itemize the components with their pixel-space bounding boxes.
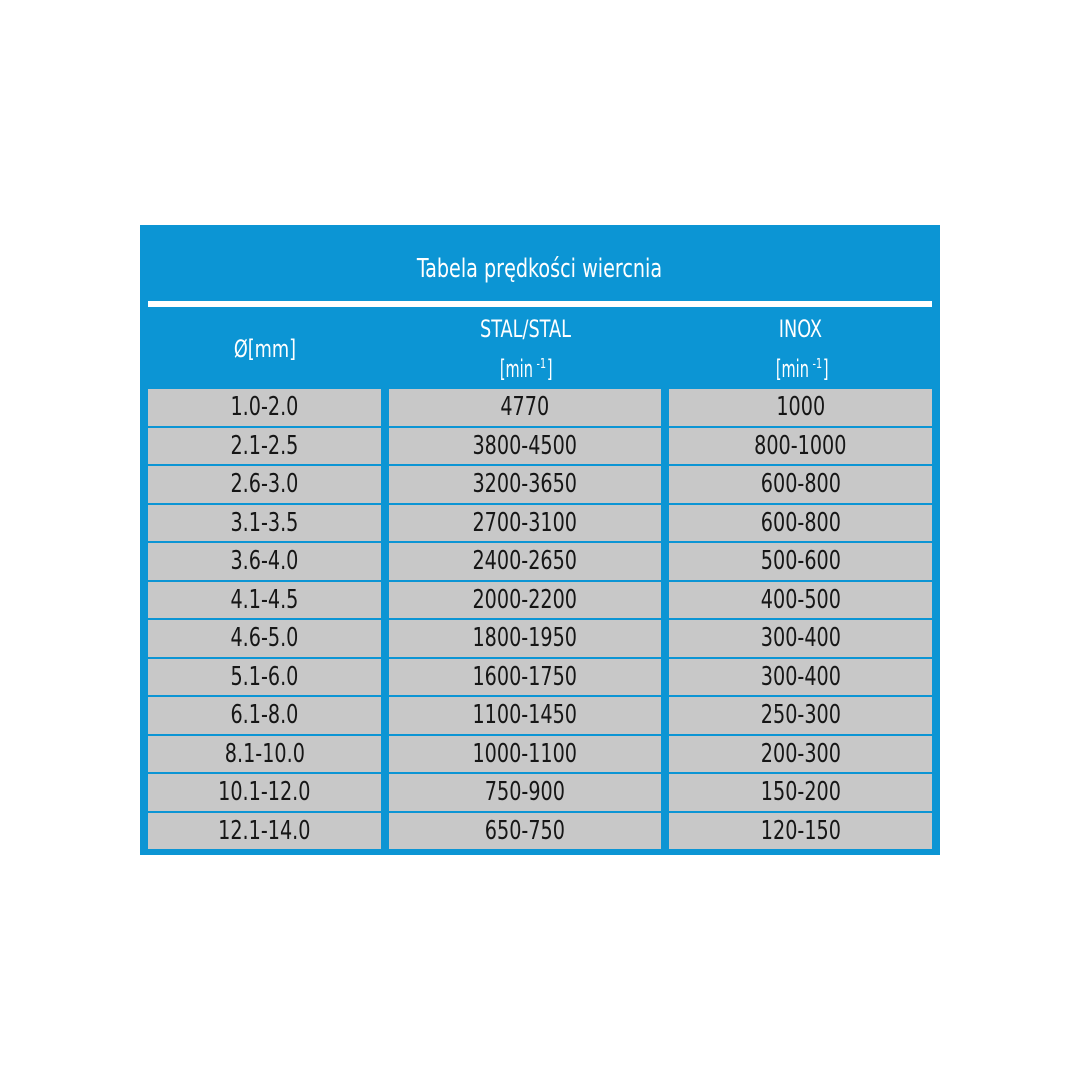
steel-speed-cell: 1600-1750 — [389, 658, 661, 695]
inox-speed-cell: 150-200 — [669, 774, 932, 811]
inox-speed-cell: 300-400 — [669, 620, 932, 657]
table-title-text: Tabela prędkości wiercnia — [417, 254, 663, 284]
diameter-cell: 3.6-4.0 — [148, 543, 381, 580]
cell-text: 2000-2200 — [472, 584, 578, 615]
cell-text: 300-400 — [760, 623, 841, 654]
diameter-cell: 6.1-8.0 — [148, 697, 381, 734]
cell-text: 1000 — [776, 392, 825, 423]
cell-text: 800-1000 — [754, 430, 847, 461]
steel-speed-cell: 750-900 — [389, 774, 661, 811]
diameter-cell: 4.6-5.0 — [148, 620, 381, 657]
steel-speed-cell: 1000-1100 — [389, 735, 661, 772]
cell-text: 3800-4500 — [472, 430, 578, 461]
cell-text: 2400-2650 — [472, 546, 578, 577]
inox-speed-cell: 250-300 — [669, 697, 932, 734]
header-steel-label: STAL/STAL — [479, 315, 571, 343]
cell-text: 1100-1450 — [472, 700, 578, 731]
cell-text: 750-900 — [484, 777, 566, 808]
cell-text: 2.6-3.0 — [230, 469, 299, 500]
cell-text: 1600-1750 — [472, 661, 578, 692]
cell-text: 1.0-2.0 — [230, 392, 299, 423]
steel-speed-cell: 4770 — [389, 389, 661, 426]
steel-speed-cell: 2400-2650 — [389, 543, 661, 580]
cell-text: 2.1-2.5 — [230, 430, 299, 461]
cell-text: 4.1-4.5 — [230, 584, 299, 615]
header-diameter-label: Ø[mm] — [233, 335, 296, 363]
cell-text: 10.1-12.0 — [218, 777, 311, 808]
inox-speed-cell: 1000 — [669, 389, 932, 426]
header-inox-label: INOX — [778, 315, 823, 343]
diameter-cell: 10.1-12.0 — [148, 774, 381, 811]
cell-text: 250-300 — [760, 700, 841, 731]
cell-text: 400-500 — [760, 584, 841, 615]
cell-text: 3200-3650 — [472, 469, 578, 500]
cell-text: 6.1-8.0 — [230, 700, 299, 731]
steel-speed-cell: 3800-4500 — [389, 427, 661, 464]
header-steel: STAL/STAL [min -1] — [389, 310, 661, 388]
inox-speed-cell: 200-300 — [669, 735, 932, 772]
cell-text: 3.6-4.0 — [230, 546, 299, 577]
header-diameter: Ø[mm] — [148, 310, 381, 388]
steel-speed-cell: 1800-1950 — [389, 620, 661, 657]
header-inox-unit: [min -1] — [775, 355, 829, 383]
cell-text: 600-800 — [760, 507, 841, 538]
inox-speed-cell: 400-500 — [669, 581, 932, 618]
diameter-cell: 8.1-10.0 — [148, 735, 381, 772]
cell-text: 2700-3100 — [472, 507, 578, 538]
diameter-cell: 2.1-2.5 — [148, 427, 381, 464]
cell-text: 1800-1950 — [472, 623, 578, 654]
diameter-cell: 4.1-4.5 — [148, 581, 381, 618]
header-steel-unit: [min -1] — [500, 355, 553, 383]
steel-speed-cell: 2700-3100 — [389, 504, 661, 541]
header-inox: INOX [min -1] — [669, 310, 932, 388]
cell-text: 500-600 — [760, 546, 841, 577]
column-steel: 4770 3800-4500 3200-3650 2700-3100 2400-2650… — [389, 389, 661, 851]
steel-speed-cell: 650-750 — [389, 812, 661, 849]
inox-speed-cell: 120-150 — [669, 812, 932, 849]
column-diameter: 1.0-2.0 2.1-2.5 2.6-3.0 3.1-3.5 3.6-4.0 4.1-4… — [148, 389, 381, 851]
inox-speed-cell: 800-1000 — [669, 427, 932, 464]
cell-text: 120-150 — [760, 815, 841, 846]
cell-text: 150-200 — [760, 777, 841, 808]
cell-text: 200-300 — [760, 738, 841, 769]
table-title: Tabela prędkości wiercnia — [0, 248, 1080, 290]
diameter-cell: 5.1-6.0 — [148, 658, 381, 695]
cell-text: 12.1-14.0 — [218, 815, 311, 846]
diameter-cell: 2.6-3.0 — [148, 466, 381, 503]
cell-text: 8.1-10.0 — [224, 738, 305, 769]
diameter-cell: 12.1-14.0 — [148, 812, 381, 849]
inox-speed-cell: 300-400 — [669, 658, 932, 695]
cell-text: 1000-1100 — [472, 738, 578, 769]
cell-text: 4770 — [500, 392, 550, 423]
cell-text: 4.6-5.0 — [230, 623, 299, 654]
cell-text: 300-400 — [760, 661, 841, 692]
column-inox: 1000 800-1000 600-800 600-800 500-600 400-500… — [669, 389, 932, 851]
diameter-cell: 3.1-3.5 — [148, 504, 381, 541]
steel-speed-cell: 3200-3650 — [389, 466, 661, 503]
cell-text: 600-800 — [760, 469, 841, 500]
cell-text: 650-750 — [484, 815, 566, 846]
inox-speed-cell: 600-800 — [669, 504, 932, 541]
cell-text: 3.1-3.5 — [230, 507, 299, 538]
inox-speed-cell: 600-800 — [669, 466, 932, 503]
title-divider — [148, 301, 932, 307]
steel-speed-cell: 1100-1450 — [389, 697, 661, 734]
steel-speed-cell: 2000-2200 — [389, 581, 661, 618]
inox-speed-cell: 500-600 — [669, 543, 932, 580]
cell-text: 5.1-6.0 — [230, 661, 299, 692]
diameter-cell: 1.0-2.0 — [148, 389, 381, 426]
